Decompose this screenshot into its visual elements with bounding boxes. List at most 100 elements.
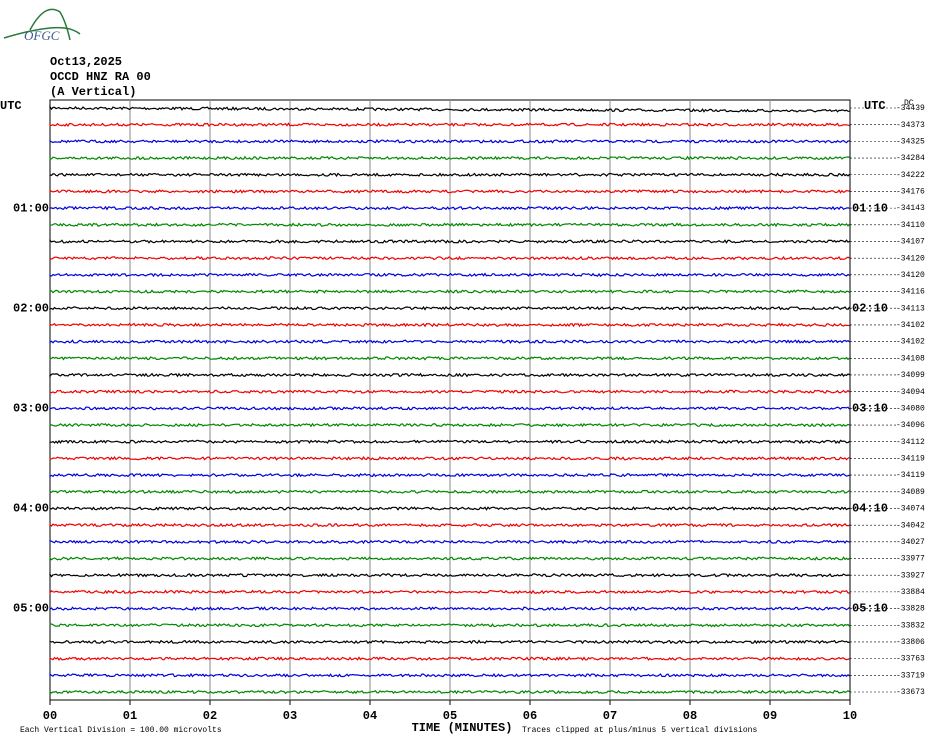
left-utc: UTC — [0, 99, 22, 113]
trace — [49, 589, 850, 595]
offset-label: -33763 — [896, 655, 925, 664]
offset-label: -34080 — [896, 404, 925, 413]
trace — [49, 506, 850, 511]
date: Oct13,2025 — [50, 55, 122, 69]
left-time: 02:00 — [13, 301, 49, 315]
x-tick-label: 10 — [843, 709, 857, 723]
trace — [49, 289, 850, 294]
trace — [49, 205, 850, 211]
clip-note: Traces clipped at plus/minus 5 vertical … — [522, 726, 757, 735]
offset-label: -34102 — [896, 321, 925, 330]
offset-label: -33806 — [896, 638, 925, 647]
trace — [49, 239, 850, 244]
trace — [49, 606, 850, 611]
trace — [49, 389, 850, 394]
right-time: 05:10 — [852, 602, 888, 616]
offset-label: -34089 — [896, 488, 925, 497]
trace — [49, 522, 850, 528]
component: (A Vertical) — [50, 85, 136, 99]
offset-label: -33828 — [896, 605, 925, 614]
trace — [49, 272, 850, 278]
left-time: 04:00 — [13, 502, 49, 516]
offset-label: -34284 — [896, 154, 925, 163]
offset-label: -34107 — [896, 238, 925, 247]
trace — [49, 439, 850, 445]
trace — [49, 689, 850, 695]
left-time: 05:00 — [13, 602, 49, 616]
offset-label: -34094 — [896, 388, 925, 397]
offset-label: -34110 — [896, 221, 925, 230]
left-time: 03:00 — [13, 402, 49, 416]
x-tick-label: 04 — [363, 709, 377, 723]
trace — [49, 222, 850, 228]
x-tick-label: 09 — [763, 709, 777, 723]
logo: OFGC — [3, 8, 81, 43]
offset-label: -34116 — [896, 288, 925, 297]
offset-label: -33673 — [896, 688, 925, 697]
offset-label: -34176 — [896, 188, 925, 197]
trace — [49, 139, 850, 144]
trace — [49, 656, 850, 661]
division-note: Each Vertical Division = 100.00 microvol… — [20, 726, 222, 735]
trace — [49, 372, 850, 379]
right-time: 01:10 — [852, 201, 888, 215]
trace — [49, 623, 850, 628]
right-time: 02:10 — [852, 301, 888, 315]
offset-label: -33977 — [896, 555, 925, 564]
trace — [49, 472, 850, 478]
trace — [49, 406, 850, 411]
x-tick-label: 00 — [43, 709, 57, 723]
trace — [49, 322, 850, 328]
left-time: 01:00 — [13, 201, 49, 215]
trace — [49, 456, 850, 461]
offset-label: -34325 — [896, 137, 925, 146]
offset-label: -34119 — [896, 471, 925, 480]
right-utc: UTC — [864, 99, 886, 113]
offset-label: -34102 — [896, 338, 925, 347]
trace — [49, 189, 850, 194]
trace — [49, 422, 850, 428]
x-tick-label: 05 — [443, 709, 457, 723]
trace — [49, 639, 850, 645]
trace — [49, 539, 850, 545]
offset-label: -34027 — [896, 538, 925, 547]
offset-label: -34222 — [896, 171, 925, 180]
offset-label: -33719 — [896, 671, 925, 680]
trace — [49, 355, 850, 361]
offset-label: -34099 — [896, 371, 925, 380]
x-tick-label: 01 — [123, 709, 137, 723]
trace — [49, 556, 850, 561]
trace — [49, 305, 851, 311]
x-axis-title: TIME (MINUTES) — [412, 721, 513, 735]
station: OCCD HNZ RA 00 — [50, 70, 151, 84]
offset-label: -34439 — [896, 104, 925, 113]
offset-label: -34143 — [896, 204, 925, 213]
x-tick-label: 07 — [603, 709, 617, 723]
right-time: 04:10 — [852, 502, 888, 516]
trace — [49, 122, 850, 128]
offset-label: -33884 — [896, 588, 925, 597]
offset-label: -34074 — [896, 505, 925, 514]
right-time: 03:10 — [852, 402, 888, 416]
offset-label: -34120 — [896, 254, 925, 263]
trace — [49, 104, 850, 113]
trace — [49, 172, 850, 178]
offset-header: DC — [904, 99, 914, 108]
offset-label: -34373 — [896, 121, 925, 130]
offset-label: -34112 — [896, 438, 925, 447]
offset-label: -34120 — [896, 271, 925, 280]
trace — [49, 489, 850, 495]
trace — [49, 339, 850, 344]
offset-label: -34042 — [896, 521, 925, 530]
trace — [49, 572, 850, 578]
x-tick-label: 06 — [523, 709, 537, 723]
offset-label: -33927 — [896, 571, 925, 580]
offset-label: -33832 — [896, 621, 925, 630]
logo-text: OFGC — [24, 28, 60, 43]
trace — [49, 155, 850, 161]
x-tick-label: 08 — [683, 709, 697, 723]
offset-label: -34113 — [896, 304, 925, 313]
offset-label: -34108 — [896, 354, 925, 363]
